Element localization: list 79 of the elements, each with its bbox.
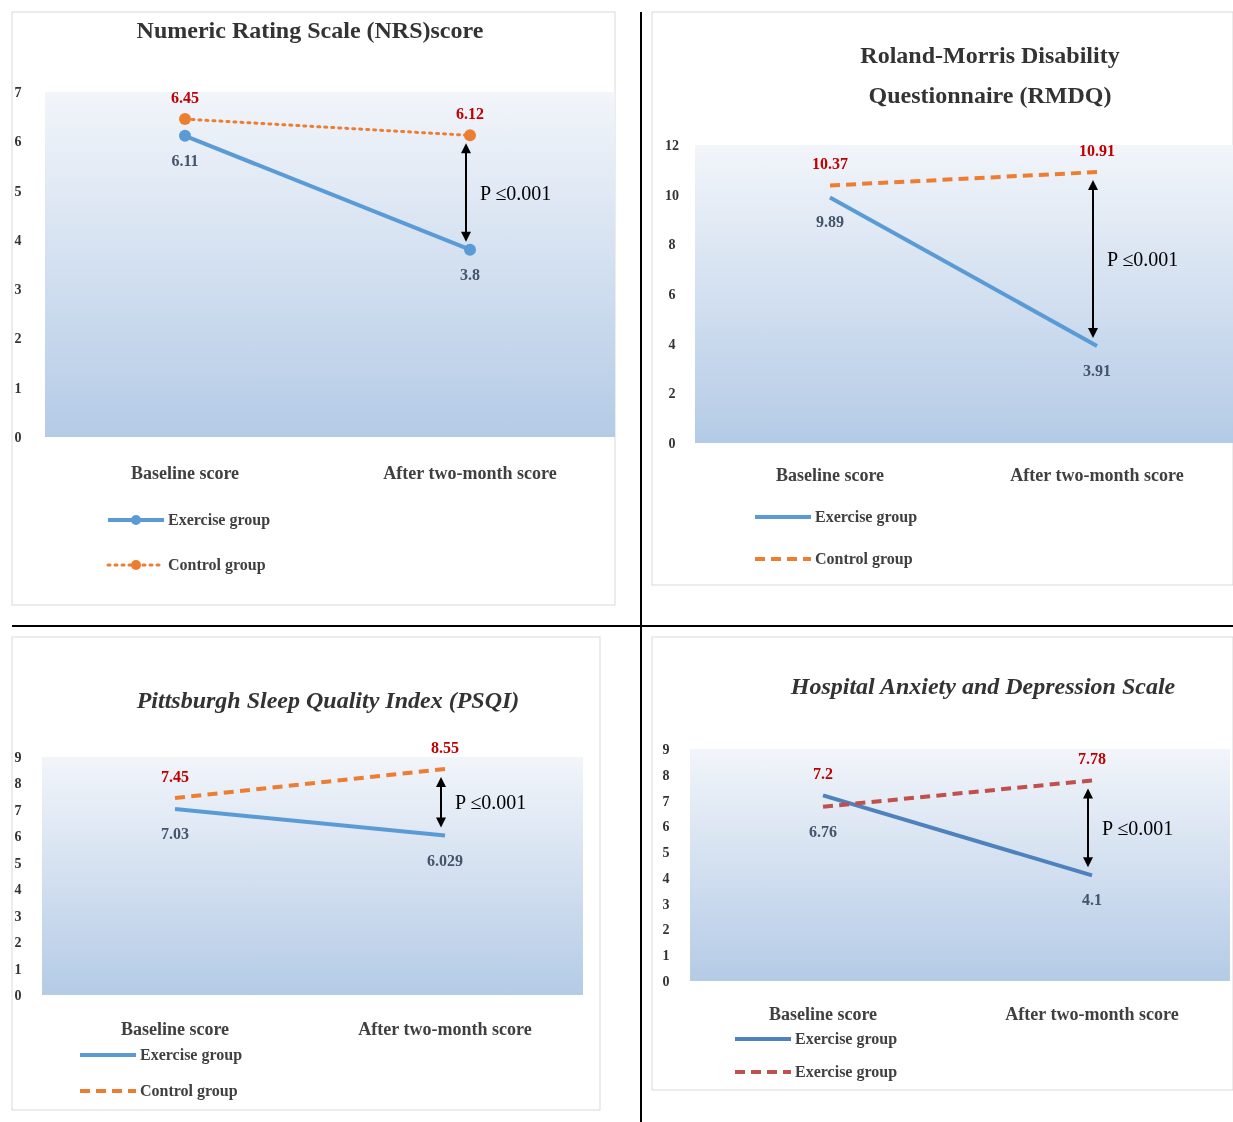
data-label: 7.2	[813, 765, 833, 783]
data-label: 6.12	[456, 105, 484, 123]
y-tick-label: 2	[668, 386, 676, 402]
y-tick-label: 4	[668, 336, 676, 352]
x-tick-label: After two-month score	[358, 1019, 532, 1039]
y-tick-label: 7	[14, 85, 22, 100]
y-tick-label: 6	[662, 819, 670, 835]
y-tick-label: 5	[14, 855, 22, 871]
data-label: 7.03	[161, 825, 189, 843]
y-tick-label: 1	[14, 961, 22, 977]
annotation: P ≤0.001	[480, 181, 552, 204]
point	[179, 113, 191, 126]
y-tick-label: 12	[665, 138, 679, 153]
y-tick-label: 5	[662, 845, 670, 861]
data-label: 3.91	[1083, 361, 1111, 379]
point	[464, 129, 476, 142]
data-label: 7.78	[1078, 750, 1106, 768]
y-tick-label: 8	[668, 237, 676, 253]
y-tick-label: 5	[14, 183, 22, 199]
y-tick-label: 6	[14, 134, 22, 150]
y-tick-label: 2	[14, 935, 22, 951]
chart-title: Numeric Rating Scale (NRS)score	[136, 17, 484, 43]
y-tick-label: 1	[14, 380, 22, 396]
data-label: 10.91	[1079, 142, 1115, 160]
data-label: 8.55	[431, 738, 459, 756]
annotation: P ≤0.001	[1102, 816, 1174, 839]
y-tick-label: 10	[665, 187, 679, 203]
y-tick-label: 4	[662, 870, 670, 886]
y-tick-label: 7	[662, 793, 670, 809]
legend-label: Exercise group	[795, 1063, 898, 1081]
x-tick-label: Baseline score	[130, 463, 240, 483]
data-label: 6.11	[171, 151, 199, 169]
x-tick-label: Baseline score	[120, 1019, 230, 1039]
y-tick-label: 7	[14, 802, 22, 818]
y-tick-label: 3	[14, 908, 22, 924]
legend-label: Control group	[815, 550, 913, 568]
legend-label: Control group	[168, 556, 266, 574]
legend-label: Control group	[140, 1082, 238, 1100]
y-tick-label: 9	[14, 750, 22, 765]
data-label: 10.37	[812, 155, 848, 173]
legend-label: Exercise group	[815, 508, 918, 526]
data-label: 4.1	[1082, 891, 1102, 909]
point	[464, 243, 476, 256]
x-tick-label: After two-month score	[1010, 465, 1184, 485]
y-tick-label: 3	[662, 896, 670, 912]
y-tick-label: 4	[14, 882, 22, 898]
y-tick-label: 6	[668, 287, 676, 302]
data-label: 7.45	[161, 767, 189, 785]
x-tick-label: After two-month score	[383, 463, 557, 483]
point	[179, 129, 191, 142]
annotation: P ≤0.001	[1107, 247, 1179, 270]
legend-label: Exercise group	[140, 1046, 243, 1064]
x-tick-label: Baseline score	[768, 1004, 878, 1024]
legend-label: Exercise group	[168, 511, 271, 529]
chart-title: Pittsburgh Sleep Quality Index (PSQI)	[135, 687, 520, 713]
y-tick-label: 8	[662, 767, 670, 783]
data-label: 9.89	[816, 213, 844, 231]
y-tick-label: 2	[14, 331, 22, 347]
y-tick-label: 0	[14, 988, 22, 1003]
y-tick-label: 0	[14, 430, 22, 445]
y-tick-label: 6	[14, 829, 22, 845]
chart-title: Hospital Anxiety and Depression Scale	[789, 673, 1176, 699]
x-tick-label: After two-month score	[1005, 1004, 1179, 1024]
y-tick-label: 9	[662, 742, 670, 757]
annotation: P ≤0.001	[455, 791, 527, 814]
legend-label: Exercise group	[795, 1030, 898, 1048]
data-label: 3.8	[460, 265, 480, 283]
y-tick-label: 0	[662, 974, 670, 989]
data-label: 6.029	[427, 851, 463, 869]
y-tick-label: 1	[662, 948, 670, 964]
y-tick-label: 8	[14, 776, 22, 792]
y-tick-label: 3	[14, 282, 22, 298]
y-tick-label: 0	[668, 436, 676, 451]
chart-title: Roland-Morris Disability Questionnaire (RMDQ)	[860, 42, 1120, 108]
y-tick-label: 2	[662, 922, 670, 938]
data-label: 6.76	[809, 822, 837, 840]
x-tick-label: Baseline score	[775, 465, 885, 485]
y-tick-label: 4	[14, 232, 22, 248]
data-label: 6.45	[171, 89, 199, 107]
